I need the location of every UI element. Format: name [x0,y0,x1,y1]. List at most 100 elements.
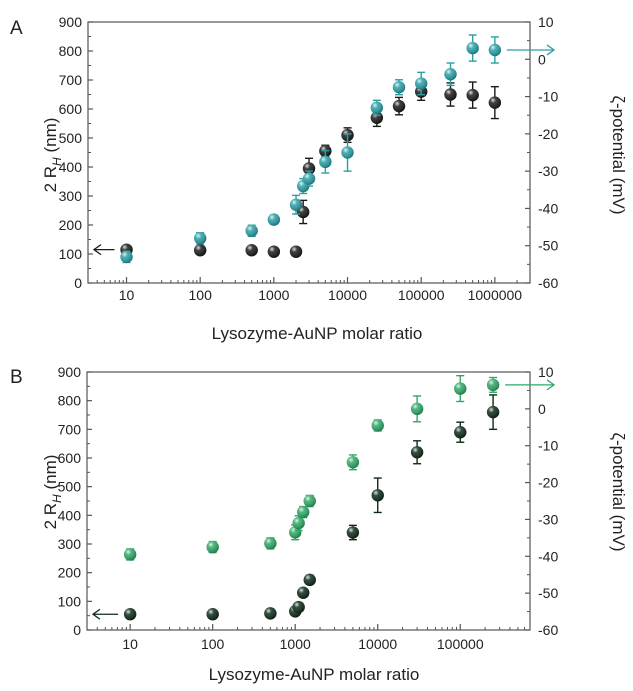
x-tick-label: 10000 [328,287,367,303]
x-tick-label: 10000 [358,636,397,652]
data-point-sheen [444,88,457,101]
y-tick-label: 300 [59,188,83,204]
data-point-sheen [123,548,137,561]
x-tick-label: 10 [119,287,135,303]
y-tick-label: 200 [58,565,82,581]
y2-tick-label: 10 [538,14,554,30]
y-tick-label: 600 [58,450,82,466]
panel-label: B [10,367,23,388]
axis-arrowhead [92,244,102,256]
y-tick-label: 600 [59,101,83,117]
y2-tick-label: -10 [538,438,558,454]
data-point-sheen [267,213,281,226]
data-point-sheen [488,96,502,109]
data-point-sheen [292,516,305,530]
x-tick-label: 1000 [280,636,311,652]
y2-tick-label: 0 [538,401,546,417]
data-point-sheen [123,608,137,621]
data-point-sheen [466,41,479,55]
data-point-sheen [193,244,207,257]
data-point-sheen [292,600,305,614]
y-tick-label: 700 [58,421,82,437]
panel-label: A [10,18,23,39]
y-tick-label: 800 [59,43,83,59]
data-point-sheen [206,540,219,554]
data-point-sheen [414,77,428,90]
data-point-sheen [410,446,424,459]
y-tick-label: 800 [58,393,82,409]
data-point-sheen [303,494,316,508]
data-point-sheen [302,172,316,185]
y2-tick-label: 10 [538,364,554,380]
chart-panel-a: A 2 RH (nm) ζ-potential (mV) Lysozyme-Au… [10,14,628,343]
data-point-sheen [206,608,219,621]
y2-tick-label: -30 [538,511,558,527]
data-point-sheen [486,378,500,392]
x-axis-title: Lysozyme-AuNP molar ratio [212,324,423,343]
data-point-sheen [454,426,467,439]
y-tick-label: 0 [73,622,81,638]
y-tick-label: 500 [58,479,82,495]
data-point-sheen [264,607,277,620]
y-tick-label: 700 [59,72,83,88]
x-tick-label: 1000 [258,287,289,303]
y2-tick-label: -50 [538,585,558,601]
data-point-sheen [486,405,500,419]
y2-tick-label: -60 [538,275,558,291]
x-tick-label: 1000000 [468,287,523,303]
data-point-sheen [488,43,502,57]
y-tick-label: 300 [58,536,82,552]
x-tick-label: 100 [189,287,213,303]
data-point-sheen [264,537,277,550]
data-point-sheen [289,245,303,258]
data-point-sheen [193,232,207,245]
data-point-sheen [267,245,281,258]
y2-tick-label: -30 [538,163,558,179]
y2-axis-title: ζ-potential (mV) [609,96,628,215]
data-point-sheen [370,101,384,114]
y-tick-label: 100 [58,593,82,609]
y2-tick-label: -50 [538,238,558,254]
data-point-sheen [392,99,406,113]
y2-tick-label: -40 [538,200,558,216]
y-tick-label: 0 [74,275,82,291]
y2-tick-label: -20 [538,475,558,491]
y2-tick-label: -20 [538,126,558,142]
y-tick-label: 400 [59,159,83,175]
x-tick-label: 100000 [398,287,445,303]
data-point-sheen [410,402,424,416]
axis-arrowhead [91,608,101,620]
x-tick-label: 100 [201,636,225,652]
data-point-sheen [245,244,258,257]
data-point-sheen [444,68,457,81]
y-tick-label: 400 [58,507,82,523]
data-point-sheen [289,198,303,211]
data-point-sheen [346,526,360,539]
y2-tick-label: -10 [538,89,558,105]
data-point-sheen [392,81,406,94]
data-point-sheen [454,382,467,395]
y-tick-label: 100 [59,246,83,262]
plot-frame [87,21,531,284]
y-tick-label: 900 [58,364,82,380]
data-point-sheen [297,586,310,599]
data-point-sheen [297,505,310,519]
data-point-sheen [466,88,479,102]
axis-arrowhead [546,379,556,391]
y-tick-label: 200 [59,217,83,233]
y-axis-title: 2 RH (nm) [41,118,64,193]
data-point-sheen [303,573,316,587]
data-point-sheen [245,224,258,237]
y2-tick-label: 0 [538,51,546,67]
x-tick-label: 100000 [437,636,484,652]
y2-axis-title: ζ-potential (mV) [609,433,628,552]
x-axis-title: Lysozyme-AuNP molar ratio [209,665,420,684]
data-point-sheen [120,250,133,264]
axis-arrowhead [546,44,556,56]
data-point-sheen [346,456,360,469]
y2-tick-label: -40 [538,548,558,564]
data-point-sheen [341,146,354,159]
data-point-sheen [371,489,384,502]
data-point-sheen [371,419,384,432]
